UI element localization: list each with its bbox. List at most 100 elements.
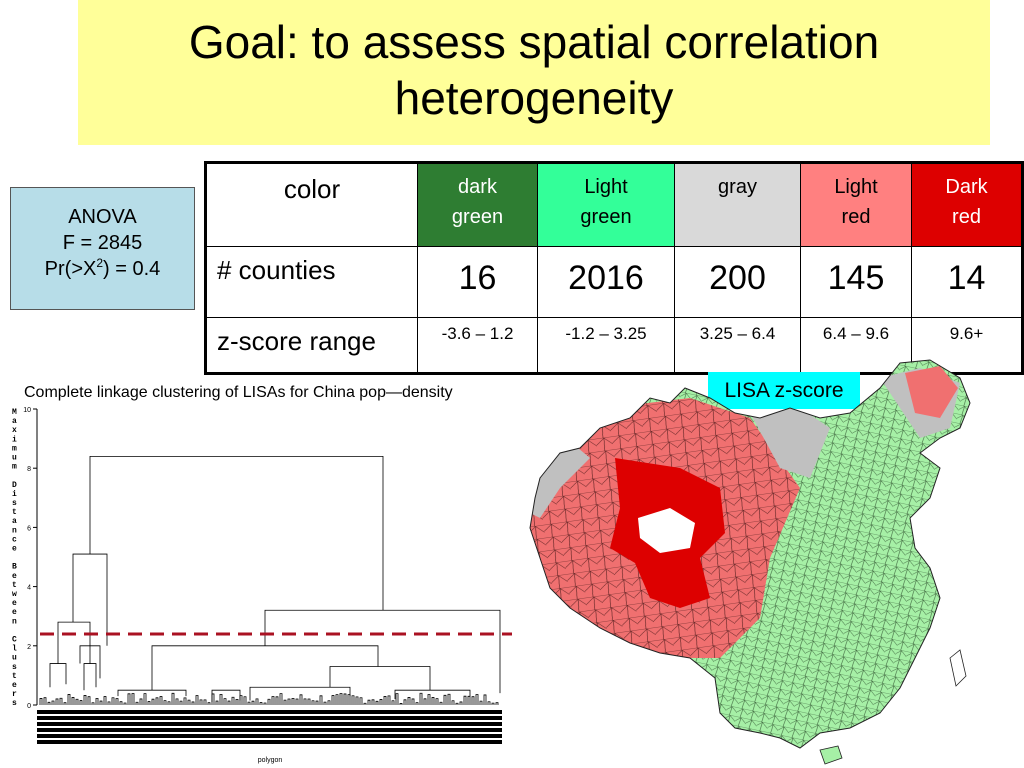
dendrogram-link [231, 696, 235, 705]
dendrogram-link [187, 699, 191, 705]
dendrogram-link [455, 702, 459, 705]
region-no-data [638, 508, 695, 553]
dendrogram-link [259, 702, 263, 705]
leaf-label-band [37, 734, 502, 738]
dendrogram-link [67, 694, 71, 705]
dendrogram-link [403, 699, 407, 705]
dendrogram-tree [39, 455, 501, 705]
title-banner: Goal: to assess spatial correlation hete… [78, 0, 990, 145]
dendrogram-link [211, 693, 215, 705]
dendrogram-link [423, 698, 427, 705]
hainan-island [819, 745, 843, 765]
dendrogram-link [227, 700, 231, 705]
dendrogram-link [331, 695, 335, 705]
dendrogram-link [363, 702, 367, 705]
dendrogram-link [235, 698, 239, 705]
dendrogram-link [271, 696, 275, 705]
dendrogram-link [287, 698, 291, 705]
dendrogram-link [183, 697, 187, 705]
dendrogram-link [39, 698, 43, 705]
leaf-label-band [37, 710, 502, 714]
region-gray-north [750, 408, 830, 478]
dendrogram-link [115, 698, 119, 705]
dendrogram-link [249, 686, 351, 701]
dendrogram-link [279, 693, 283, 705]
china-lisa-map [529, 359, 971, 765]
dendrogram-link [91, 702, 95, 705]
y-tick-label: 10 [23, 407, 31, 414]
dendrogram-link [223, 698, 227, 705]
dendrogram-link [431, 697, 435, 705]
dendrogram-link [419, 692, 423, 705]
table-row-counties: # counties 16 2016 200 145 14 [205, 246, 1023, 318]
dendrogram-link [51, 700, 55, 705]
dendrogram-link [267, 698, 271, 705]
region-light-red-northeast [905, 366, 958, 418]
color-cell-light-green: Light green [537, 162, 675, 247]
dendrogram-link [399, 703, 403, 705]
dendrogram-link [475, 694, 479, 705]
dendrogram-link [435, 698, 439, 705]
dendrogram-link [443, 694, 447, 705]
count-cell: 2016 [537, 246, 675, 318]
dendrogram-link [327, 700, 331, 705]
dendrogram-link [179, 700, 183, 705]
dendrogram-link [203, 699, 207, 705]
leaf-label-band [37, 728, 502, 732]
dendrogram-link [391, 700, 395, 705]
dendrogram-link [427, 694, 431, 705]
dendrogram-link [72, 553, 108, 646]
dendrogram-link [135, 701, 139, 705]
dendrogram-link [479, 700, 483, 705]
color-cell-dark-green: dark green [417, 162, 538, 247]
dendrogram-link [415, 702, 419, 705]
dendrogram-link [49, 663, 67, 688]
dendrogram-link [439, 701, 443, 705]
dendrogram-link [127, 693, 131, 705]
row-label-zscore: z-score range [205, 317, 418, 374]
dendrogram-link [107, 701, 111, 705]
y-tick-label: 6 [27, 525, 31, 532]
leaf-label-band [37, 716, 502, 720]
dendrogram-link [387, 695, 391, 705]
leaf-label-band [37, 740, 502, 744]
dendrogram-link [199, 699, 203, 705]
dendrogram-link [117, 689, 187, 697]
dendrogram-link [383, 696, 387, 705]
dendrogram-link [55, 698, 59, 705]
dendrogram-link [83, 695, 87, 705]
dendrogram-link [379, 699, 383, 705]
china-outline [529, 359, 971, 749]
dendrogram-link [87, 696, 91, 705]
dendrogram-link [159, 696, 163, 705]
row-label-counties: # counties [205, 246, 418, 318]
dendrogram-link [299, 694, 303, 705]
anova-box: ANOVA F = 2845 Pr(>X2) = 0.4 [10, 187, 195, 310]
dendrogram-link [275, 696, 279, 705]
dendrogram-link [491, 702, 495, 705]
dendrogram-link [375, 700, 379, 705]
dendrogram-link [79, 645, 101, 679]
dendrogram: Complete linkage clustering of LISAs for… [12, 384, 512, 764]
dendrogram-link [111, 697, 115, 705]
dendrogram-link [247, 701, 251, 705]
dendrogram-link [239, 695, 243, 705]
dendrogram-link [343, 693, 347, 705]
dendrogram-link [355, 696, 359, 705]
dendrogram-title: Complete linkage clustering of LISAs for… [24, 384, 453, 401]
dendrogram-link [291, 697, 295, 705]
dendrogram-link [359, 697, 363, 705]
dendrogram-link [83, 663, 97, 691]
dendrogram-link [143, 693, 147, 705]
dendrogram-link [303, 698, 307, 705]
dendrogram-link [459, 701, 463, 705]
dendrogram-link [195, 695, 199, 705]
color-cell-dark-red: Dark red [911, 162, 1023, 247]
dendrogram-link [215, 700, 219, 705]
dendrogram-link [339, 693, 343, 705]
dendrogram-link [483, 694, 487, 705]
leaf-label-band [37, 722, 502, 726]
dendrogram-link [367, 699, 371, 705]
y-tick-label: 2 [27, 644, 31, 651]
